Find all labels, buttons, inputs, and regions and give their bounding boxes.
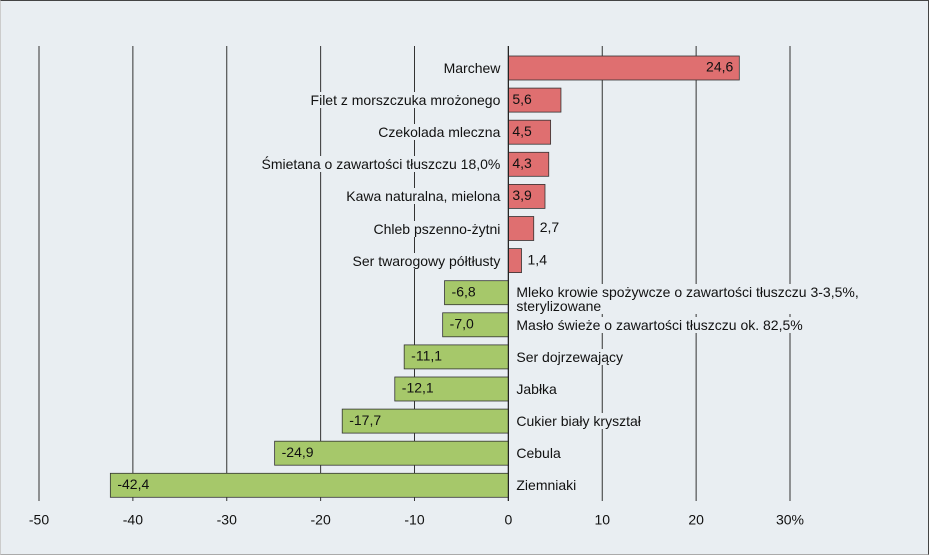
bar [109,472,509,498]
value-label: -12,1 [402,380,434,396]
category-label: Filet z morszczuka mrożonego [307,92,504,109]
bar [442,312,509,338]
bar [403,344,509,370]
value-label: -24,9 [282,444,314,460]
value-label: 1,4 [528,251,548,267]
category-label: Czekolada mleczna [375,124,504,141]
category-label: Ziemniaki [513,477,580,494]
value-label: -17,7 [349,412,381,428]
x-tick-label: -10 [404,512,424,528]
bar [444,280,509,306]
x-tick-label: -50 [29,512,49,528]
bar [507,55,740,81]
value-label: 4,3 [512,155,532,171]
bar [507,248,522,274]
bar [394,376,509,402]
bar [341,408,509,434]
category-label: Masło świeże o zawartości tłuszczu ok. 8… [513,316,806,333]
category-label: Marchew [440,60,504,76]
value-label: -6,8 [452,283,476,299]
x-tick-label: -40 [123,512,143,528]
bar [507,87,562,113]
x-tick-label: 30% [776,512,804,528]
value-label: 5,6 [512,91,532,107]
category-label: Śmietana o zawartości tłuszczu 18,0% [258,156,504,173]
category-label: Ser twarogowy półtłusty [349,252,504,269]
value-label: 3,9 [512,187,532,203]
value-label: -11,1 [411,348,442,364]
category-label: Mleko krowie spożywcze o zawartości tłus… [513,283,920,314]
x-tick-label: -30 [217,512,237,528]
bar [507,183,546,209]
x-tick-label: 0 [504,512,512,528]
category-label: Jabłka [513,381,560,397]
value-label: -7,0 [450,316,474,332]
x-tick-label: 10 [594,512,610,528]
category-label: Cukier biały kryształ [513,413,644,430]
x-tick-label: -20 [311,512,331,528]
value-label: 2,7 [540,219,560,235]
category-label: Cebula [513,445,564,462]
bar [507,216,535,241]
value-label: 24,6 [706,59,733,75]
value-label: -42,4 [117,476,149,492]
bar [507,151,550,177]
bar [274,440,509,466]
value-label: 4,5 [512,123,532,139]
category-label: Kawa naturalna, mielona [343,188,504,205]
x-tick-label: 20 [688,512,704,528]
category-label: Ser dojrzewający [513,348,626,365]
category-label: Chleb pszenno-żytni [370,220,504,237]
